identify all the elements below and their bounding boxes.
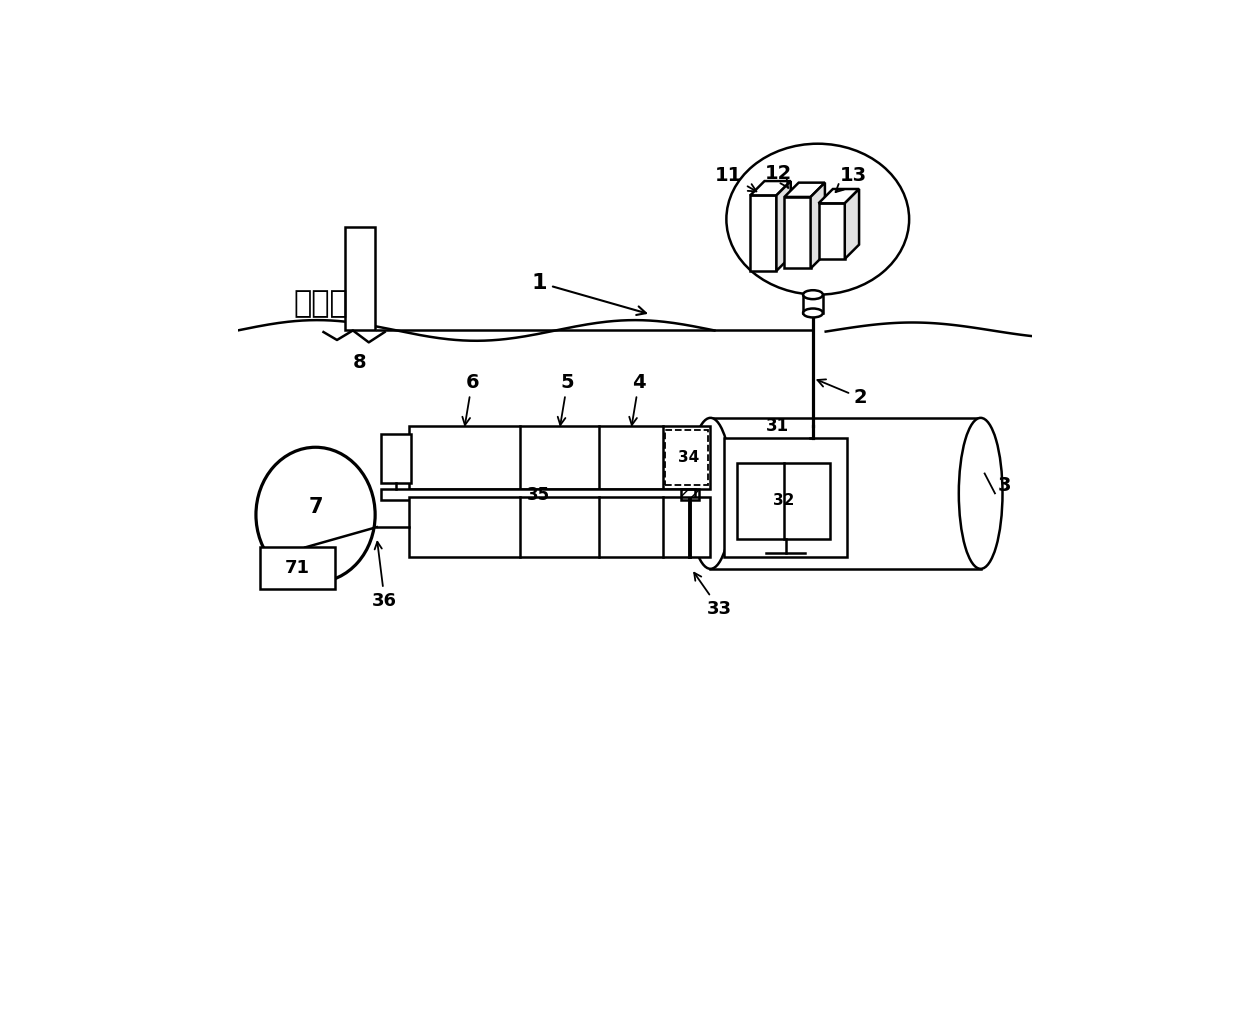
Bar [409,426,710,489]
Polygon shape [750,181,790,195]
Bar [803,295,823,313]
Polygon shape [819,189,859,203]
Bar [380,433,411,483]
Bar [681,489,699,499]
Bar [724,438,847,557]
Bar [750,195,777,270]
Ellipse shape [689,418,732,569]
Ellipse shape [803,290,823,299]
Text: 海平面: 海平面 [294,290,348,319]
Text: 3: 3 [997,476,1011,495]
Text: 33: 33 [694,573,732,617]
Bar [784,197,810,268]
Text: 71: 71 [285,559,310,577]
Bar [710,418,980,569]
Text: 34: 34 [679,450,700,465]
Bar [819,203,845,259]
Text: 32: 32 [773,493,794,509]
Ellipse shape [959,418,1002,569]
Text: 6: 6 [462,373,479,425]
Text: 7: 7 [309,496,323,517]
Text: 35: 35 [527,485,550,504]
Text: 5: 5 [558,373,574,425]
Text: 2: 2 [818,380,867,408]
Ellipse shape [803,309,823,318]
Text: 8: 8 [353,353,367,372]
Text: 1: 1 [532,272,646,315]
Bar [409,497,710,557]
Polygon shape [845,189,859,259]
Polygon shape [777,181,790,270]
Text: 12: 12 [764,164,792,188]
Ellipse shape [726,143,909,295]
Bar [344,227,375,330]
Text: 11: 11 [715,166,756,191]
Ellipse shape [256,447,375,582]
Text: 31: 31 [766,417,789,434]
Bar [665,429,709,485]
Text: 13: 13 [835,166,867,192]
Bar [737,463,830,539]
Bar [260,547,336,588]
Text: 36: 36 [372,542,398,610]
Text: 4: 4 [629,373,646,425]
Bar [380,489,695,499]
Polygon shape [810,183,825,268]
Polygon shape [784,183,825,197]
